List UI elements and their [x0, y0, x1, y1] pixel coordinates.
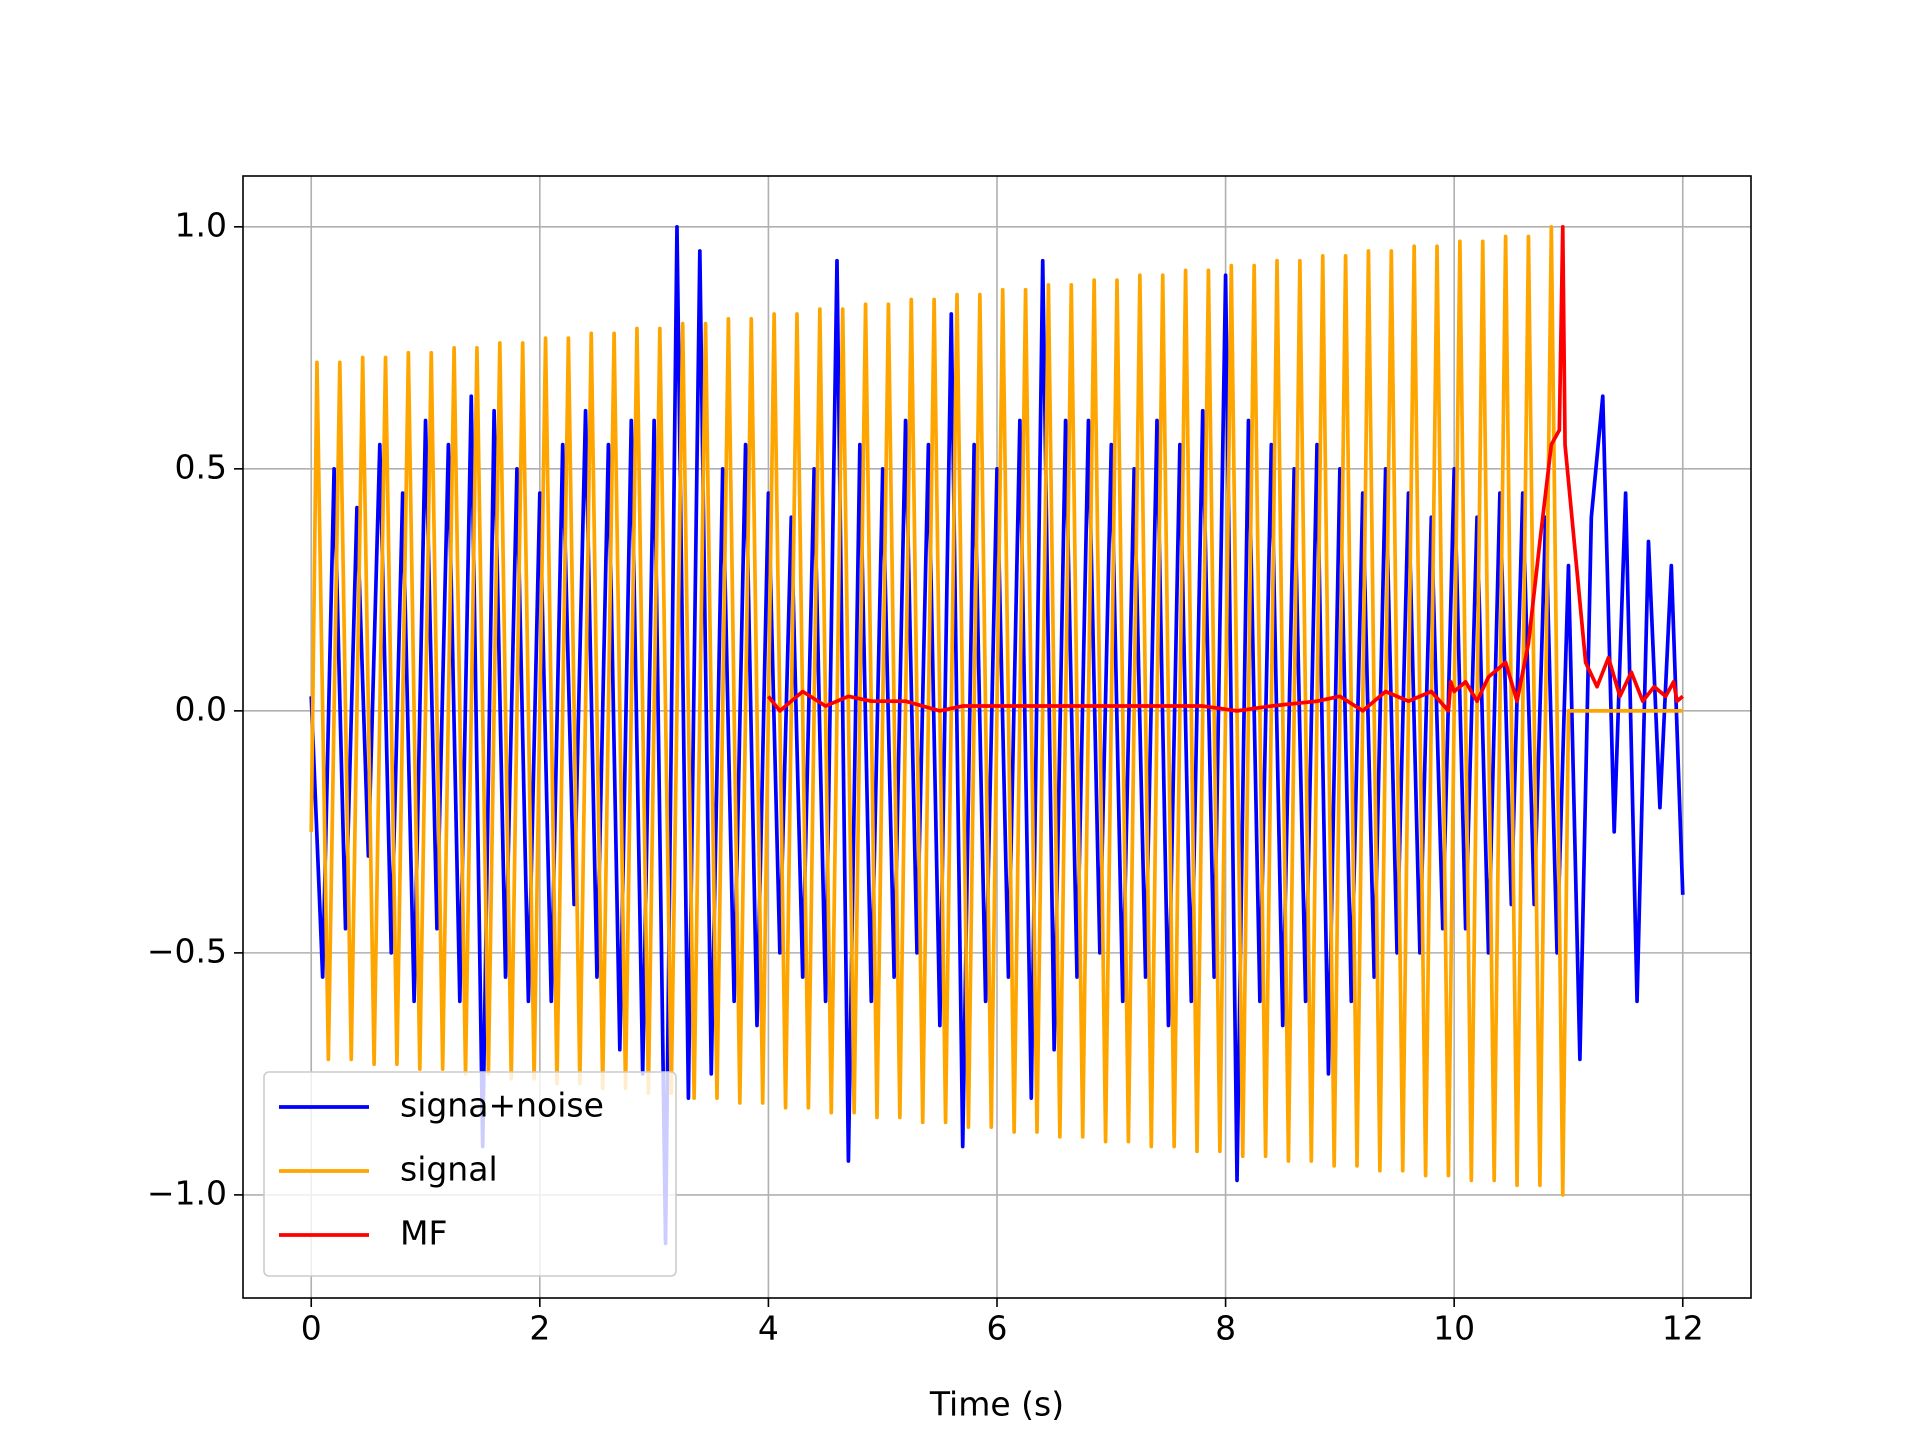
legend-label: signal [400, 1150, 498, 1189]
x-tick-label: 2 [529, 1309, 550, 1348]
y-tick-label: −0.5 [147, 931, 227, 970]
legend-box [263, 1071, 677, 1277]
series-line [309, 224, 1685, 1246]
x-tick-label: 4 [758, 1309, 779, 1348]
legend-label: signa+noise [400, 1086, 604, 1125]
y-tick-label: 0.0 [175, 689, 227, 728]
y-tick-label: 0.5 [175, 447, 227, 486]
x-axis-label: Time (s) [929, 1385, 1064, 1424]
series-line [309, 224, 1683, 1197]
series-line [766, 224, 1684, 713]
x-tick-label: 0 [301, 1309, 322, 1348]
plot-frame [242, 175, 1752, 1299]
y-tick-label: 1.0 [175, 205, 227, 244]
x-tick-label: 10 [1433, 1309, 1475, 1348]
y-tick-label: −1.0 [147, 1173, 227, 1212]
legend-label: MF [400, 1214, 447, 1253]
x-tick-label: 12 [1662, 1309, 1704, 1348]
x-tick-label: 8 [1215, 1309, 1236, 1348]
x-tick-label: 6 [987, 1309, 1008, 1348]
